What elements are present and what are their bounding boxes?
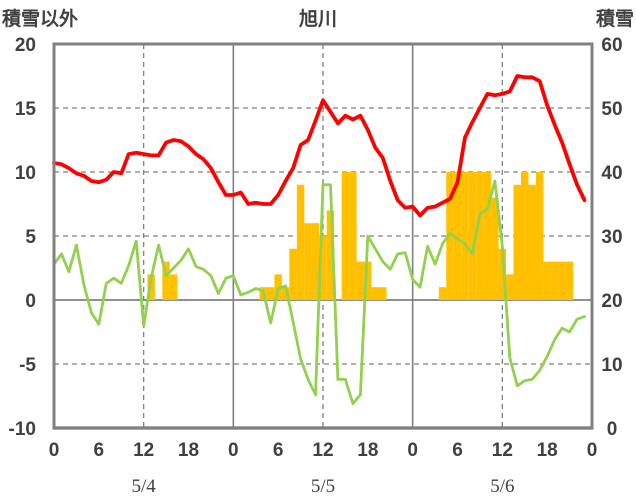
bar: [543, 261, 551, 300]
y-tick-left: 15: [15, 99, 37, 120]
y-tick-left: 20: [15, 35, 36, 56]
bar: [506, 274, 514, 300]
bar: [311, 223, 320, 300]
y-tick-right: 60: [601, 35, 622, 56]
bar: [162, 261, 170, 300]
y-tick-left: -10: [9, 419, 36, 440]
y-tick-right: 10: [601, 355, 622, 376]
y-tick-right: 40: [601, 163, 622, 184]
bar: [326, 210, 335, 300]
bar: [461, 172, 469, 300]
bar: [438, 287, 447, 300]
bar: [379, 287, 387, 300]
bar: [491, 197, 499, 300]
bar: [498, 248, 507, 300]
bar: [266, 287, 275, 300]
bar: [453, 172, 462, 300]
bar: [521, 172, 529, 300]
date-label: 5/5: [311, 476, 335, 497]
bar: [550, 261, 559, 300]
y-tick-left: -5: [19, 355, 36, 376]
bar: [476, 172, 484, 300]
bar: [483, 172, 492, 300]
y-tick-left: 10: [15, 163, 36, 184]
x-tick: 6: [94, 440, 105, 461]
x-tick: 0: [587, 440, 598, 461]
bar: [364, 261, 372, 300]
chart-title: 旭川: [298, 8, 337, 30]
frame-border: [52, 42, 594, 430]
y-tick-right: 20: [601, 291, 622, 312]
bar: [281, 287, 290, 300]
bar: [558, 261, 566, 300]
x-tick: 6: [452, 440, 463, 461]
bar: [535, 172, 544, 300]
y-tick-right: 30: [601, 227, 622, 248]
bar: [528, 184, 536, 300]
bar: [341, 172, 350, 300]
right-axis-label: 積雪: [596, 7, 634, 30]
bar: [356, 261, 365, 300]
precipitation-bars: [147, 172, 574, 300]
x-tick: 6: [273, 440, 284, 461]
left-axis-label: 積雪以外: [2, 7, 78, 30]
x-tick: 12: [312, 440, 333, 461]
bar: [169, 274, 178, 300]
x-tick: 18: [178, 440, 199, 461]
date-label: 5/4: [132, 476, 157, 497]
bar: [446, 172, 454, 300]
bar: [304, 223, 312, 300]
y-tick-right: 50: [601, 99, 622, 120]
bar: [289, 248, 297, 300]
bar: [468, 172, 477, 300]
x-tick: 0: [49, 440, 60, 461]
x-tick: 12: [492, 440, 513, 461]
x-tick: 12: [133, 440, 154, 461]
x-tick: 0: [407, 440, 418, 461]
green-series-line: [52, 179, 586, 406]
date-label: 5/6: [490, 476, 514, 497]
x-tick: 18: [537, 440, 558, 461]
bar: [349, 172, 357, 300]
temperature-line: [52, 74, 587, 218]
bar: [147, 274, 155, 300]
bar: [565, 261, 574, 300]
plot-frame: [52, 42, 594, 430]
bar: [296, 184, 305, 300]
y-tick-left: 5: [25, 227, 36, 248]
bar: [371, 287, 380, 300]
y-tick-right: 0: [607, 419, 618, 440]
bar: [513, 184, 522, 300]
x-tick: 18: [357, 440, 378, 461]
bar: [319, 236, 327, 300]
y-tick-left: 0: [25, 291, 36, 312]
x-tick: 0: [228, 440, 239, 461]
